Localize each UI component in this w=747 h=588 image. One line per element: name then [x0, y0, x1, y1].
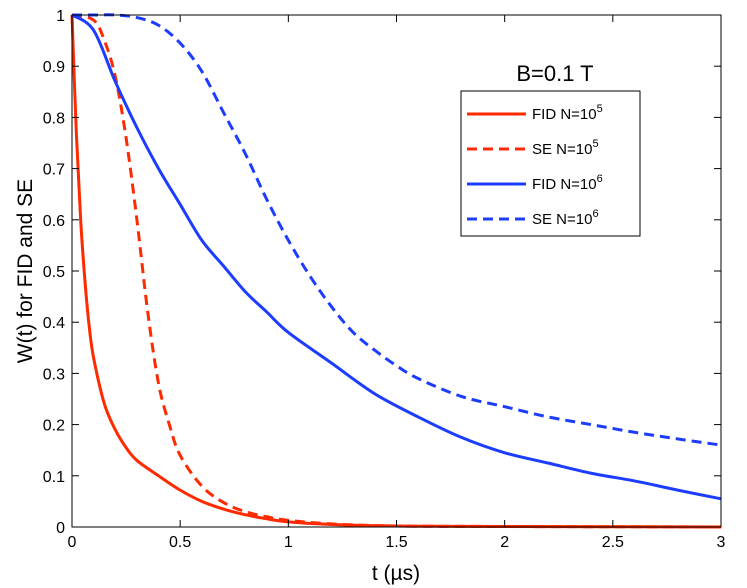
series-group [70, 13, 722, 529]
y-tick-label: 0.8 [43, 110, 65, 127]
x-tick-label: 3 [717, 534, 726, 551]
y-tick-label: 0 [56, 520, 65, 537]
x-axis-title: t (µs) [372, 562, 420, 585]
plot-frame [71, 14, 722, 528]
y-tick-label: 0.7 [43, 162, 65, 179]
legend-label: FID N=10 [532, 106, 597, 123]
x-tick-label: 0.5 [169, 534, 191, 551]
legend-label-exponent: 5 [597, 103, 603, 115]
y-tick-label: 0.9 [43, 59, 65, 76]
series-line-fid-n-10-6 [71, 13, 722, 501]
x-tick-label: 1 [284, 534, 293, 551]
y-tick-label: 0.2 [43, 418, 65, 435]
y-tick-label: 0.6 [43, 213, 65, 230]
legend-label: SE N=10 [532, 211, 592, 228]
y-tick-label: 0.1 [43, 469, 65, 486]
y-tick-label: 1 [56, 8, 65, 25]
y-axis-title: W(t) for FID and SE [14, 179, 37, 363]
x-tick-label: 1.5 [385, 534, 407, 551]
x-tick-label: 2.5 [602, 534, 624, 551]
series-line-se-n-10-6 [72, 13, 722, 447]
y-tick-labels: 0 0.1 0.2 0.3 0.4 0.5 0.6 0.7 0.8 0.9 1 [43, 8, 65, 537]
x-tick-labels: 0 0.5 1 1.5 2 2.5 3 [68, 534, 726, 551]
y-tick-label: 0.5 [43, 264, 65, 281]
series-line-se-n-10-5 [71, 13, 722, 529]
field-annotation: B=0.1 T [516, 61, 593, 86]
y-tick-label: 0.3 [43, 366, 65, 383]
legend-label-exponent: 6 [592, 208, 598, 220]
legend-label-exponent: 5 [592, 138, 598, 150]
legend-label-exponent: 6 [597, 173, 603, 185]
legend-label: SE N=10 [532, 141, 592, 158]
axis-ticks [71, 14, 722, 528]
x-tick-label: 2 [500, 534, 509, 551]
y-tick-label: 0.4 [43, 315, 65, 332]
legend-label: FID N=10 [532, 176, 597, 193]
x-tick-label: 0 [68, 534, 77, 551]
series-line-fid-n-10-5 [70, 14, 722, 529]
